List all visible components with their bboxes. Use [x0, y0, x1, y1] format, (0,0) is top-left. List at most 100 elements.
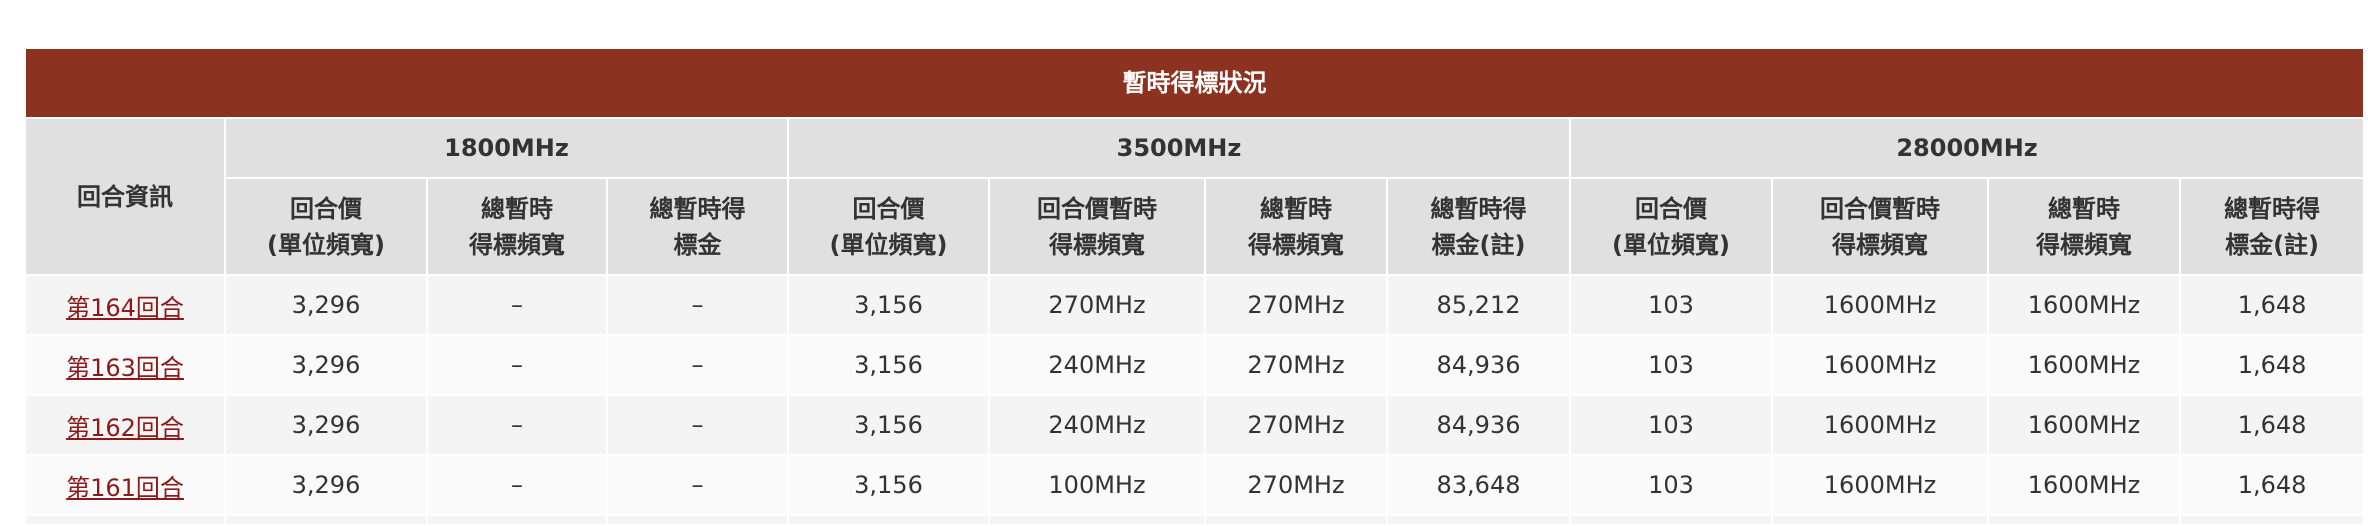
partial-cell — [1204, 514, 1388, 526]
table-row: 第161回合 3,296– –3,156 100MHz 270MHz 83,648 103 1… — [24, 454, 2366, 516]
group-header-3500: 3500MHz — [787, 117, 1571, 179]
subheader-1800-total-provisional-bandwidth: 總暫時 得標頻寬 — [426, 177, 608, 276]
subheader-1800-total-provisional-amount: 總暫時得 標金 — [606, 177, 789, 276]
round-info-header: 回合資訊 — [24, 117, 226, 276]
cell-total-provisional-amount: 1,648 — [2178, 334, 2366, 396]
table-row: 第163回合 3,296– –3,156 240MHz 270MHz 84,936 103 1… — [24, 334, 2366, 396]
cell-round-provisional-bandwidth: 1600MHz — [1771, 274, 1989, 336]
partial-cell — [24, 514, 226, 526]
subheader-line: 標金 — [673, 230, 722, 259]
subheader-line: 標金(註) — [1431, 230, 1526, 259]
cell-round-price: 3,156 — [787, 454, 990, 516]
cell-round-price: 3,156 — [787, 394, 990, 456]
subheader-28000-total-provisional-bandwidth: 總暫時 得標頻寬 — [1987, 177, 2181, 276]
subheader-line: (單位頻寬) — [267, 230, 385, 259]
cell-total-provisional-amount: – — [606, 394, 789, 456]
round-link[interactable]: 第161回合 — [66, 473, 184, 502]
cell-total-provisional-bandwidth: 1600MHz — [1987, 394, 2181, 456]
subheader-line: 總暫時 — [1260, 194, 1332, 223]
subheader-line: 總暫時 — [481, 194, 553, 223]
cell-total-provisional-amount: – — [606, 274, 789, 336]
cell-total-provisional-amount: 84,936 — [1386, 334, 1571, 396]
cell-round-price: 3,296 — [224, 334, 428, 396]
cell-round-price: 3,296 — [224, 274, 428, 336]
subheader-line: 總暫時 — [2048, 194, 2120, 223]
provisional-winning-table: 暫時得標狀況 回合資訊 1800MHz 3500MHz 28000MHz 回合價… — [23, 47, 2366, 526]
round-link[interactable]: 第164回合 — [66, 293, 184, 322]
subheader-28000-total-provisional-amount: 總暫時得標金(註) — [2178, 177, 2366, 276]
subheader-line: 得標頻寬 — [1049, 230, 1145, 259]
partial-cell — [606, 514, 789, 526]
cell-round-price: 103 — [1569, 394, 1773, 456]
cell-total-provisional-bandwidth: 1600MHz — [1987, 274, 2181, 336]
cell-round-price: 3,296 — [224, 394, 428, 456]
table-title: 暫時得標狀況 — [23, 47, 2366, 119]
round-cell: 第164回合 — [24, 274, 226, 336]
subheader-3500-total-provisional-bandwidth: 總暫時 得標頻寬 — [1204, 177, 1388, 276]
cell-total-provisional-amount: 1,648 — [2178, 454, 2366, 516]
subheader-line: 回合價 — [852, 194, 925, 223]
subheader-3500-round-provisional-bandwidth: 回合價暫時 得標頻寬 — [988, 177, 1206, 276]
round-link[interactable]: 第162回合 — [66, 413, 184, 442]
cell-round-price: 3,156 — [787, 334, 990, 396]
cell-total-provisional-bandwidth: 270MHz — [1204, 334, 1388, 396]
partial-cell — [1386, 514, 1571, 526]
cell-round-provisional-bandwidth: 240MHz — [988, 394, 1206, 456]
cell-round-provisional-bandwidth: 100MHz — [988, 454, 1206, 516]
partial-cell — [1987, 514, 2181, 526]
subheader-line: (單位頻寬) — [829, 230, 948, 259]
cell-total-provisional-amount: 1,648 — [2178, 394, 2366, 456]
round-link[interactable]: 第163回合 — [66, 353, 184, 382]
cell-round-provisional-bandwidth: 270MHz — [988, 274, 1206, 336]
partial-cell — [1771, 514, 1989, 526]
cell-round-price: 103 — [1569, 454, 1773, 516]
subheader-3500-total-provisional-amount: 總暫時得標金(註) — [1386, 177, 1571, 276]
subheader-28000-round-provisional-bandwidth: 回合價暫時 得標頻寬 — [1771, 177, 1989, 276]
subheader-line: 回合價暫時 — [1820, 194, 1940, 223]
cell-total-provisional-bandwidth: – — [426, 274, 608, 336]
cell-total-provisional-amount: 1,648 — [2178, 274, 2366, 336]
cell-total-provisional-bandwidth: 1600MHz — [1987, 454, 2181, 516]
cell-total-provisional-bandwidth: – — [426, 394, 608, 456]
subheader-1800-round-price: 回合價 (單位頻寬) — [224, 177, 428, 276]
cell-total-provisional-amount: 83,648 — [1386, 454, 1571, 516]
round-cell: 第161回合 — [24, 454, 226, 516]
partial-cell — [2178, 514, 2366, 526]
cell-round-price: 3,296 — [224, 454, 428, 516]
partial-cell — [426, 514, 608, 526]
subheader-line: 標金(註) — [2225, 230, 2320, 259]
subheader-line: 回合價 — [290, 194, 362, 223]
subheader-line: 總暫時得 — [649, 194, 746, 223]
subheader-line: 總暫時得 — [2224, 194, 2321, 223]
table-row-partial — [24, 514, 2366, 526]
table-row: 第162回合 3,296– –3,156 240MHz 270MHz 84,936 103 1… — [24, 394, 2366, 456]
round-cell: 第162回合 — [24, 394, 226, 456]
subheader-line: 回合價 — [1635, 194, 1707, 223]
cell-total-provisional-bandwidth: – — [426, 334, 608, 396]
cell-total-provisional-amount: – — [606, 334, 789, 396]
cell-round-price: 103 — [1569, 334, 1773, 396]
cell-round-price: 103 — [1569, 274, 1773, 336]
cell-round-provisional-bandwidth: 1600MHz — [1771, 394, 1989, 456]
cell-total-provisional-bandwidth: – — [426, 454, 608, 516]
cell-total-provisional-bandwidth: 1600MHz — [1987, 334, 2181, 396]
cell-round-provisional-bandwidth: 1600MHz — [1771, 454, 1989, 516]
cell-round-price: 3,156 — [787, 274, 990, 336]
cell-round-provisional-bandwidth: 240MHz — [988, 334, 1206, 396]
table-row: 第164回合 3,296– –3,156 270MHz 270MHz 85,212 103 1… — [24, 274, 2366, 336]
partial-cell — [224, 514, 428, 526]
cell-total-provisional-amount: 85,212 — [1386, 274, 1571, 336]
cell-round-provisional-bandwidth: 1600MHz — [1771, 334, 1989, 396]
subheader-line: 得標頻寬 — [469, 230, 565, 259]
subheader-line: 得標頻寬 — [1248, 230, 1344, 259]
subheader-28000-round-price: 回合價 (單位頻寬) — [1569, 177, 1773, 276]
partial-cell — [1569, 514, 1773, 526]
subheader-line: 回合價暫時 — [1037, 194, 1157, 223]
cell-total-provisional-amount: 84,936 — [1386, 394, 1571, 456]
cell-total-provisional-bandwidth: 270MHz — [1204, 454, 1388, 516]
cell-total-provisional-bandwidth: 270MHz — [1204, 274, 1388, 336]
subheader-line: 總暫時得 — [1430, 194, 1527, 223]
cell-total-provisional-bandwidth: 270MHz — [1204, 394, 1388, 456]
group-header-1800: 1800MHz — [224, 117, 789, 179]
subheader-line: 得標頻寬 — [2036, 230, 2132, 259]
